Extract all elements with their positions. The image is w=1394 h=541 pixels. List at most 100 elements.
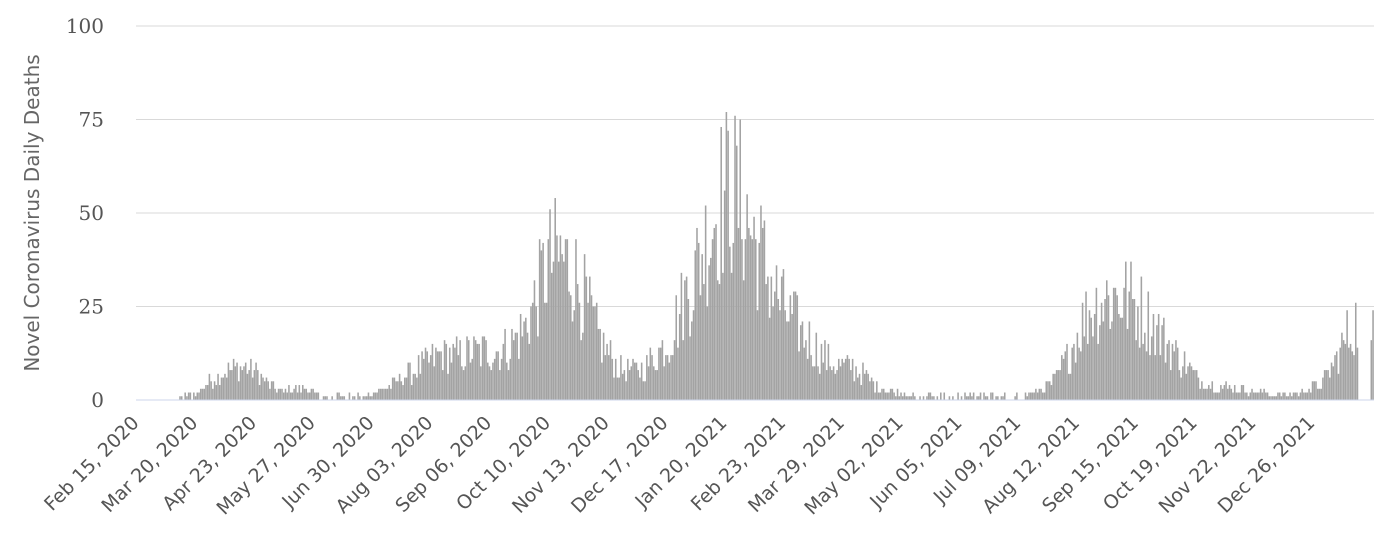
- bar: [412, 373, 415, 400]
- bar: [1254, 392, 1257, 400]
- bar: [260, 373, 263, 400]
- bar: [895, 396, 897, 400]
- bar: [753, 216, 755, 400]
- bar: [793, 291, 795, 400]
- bar: [1168, 340, 1170, 400]
- bar: [789, 295, 792, 400]
- bar: [853, 381, 856, 400]
- bar: [711, 239, 714, 400]
- bar: [877, 392, 880, 400]
- bar: [1346, 310, 1348, 400]
- bar: [241, 370, 244, 400]
- bar: [865, 370, 868, 400]
- bar: [609, 340, 612, 400]
- bar: [1221, 388, 1224, 400]
- bar: [640, 362, 643, 400]
- bar: [1042, 392, 1044, 400]
- bar: [820, 343, 823, 400]
- bar: [500, 358, 503, 400]
- bar: [336, 392, 339, 400]
- bar: [710, 257, 712, 400]
- bar: [874, 392, 876, 400]
- bar: [882, 388, 885, 400]
- bar: [1187, 366, 1189, 400]
- bar: [583, 254, 586, 400]
- bar: [1038, 388, 1041, 400]
- bar: [407, 362, 410, 400]
- bar: [1190, 366, 1193, 400]
- bar: [1256, 392, 1258, 400]
- bar: [863, 373, 866, 400]
- bar: [632, 358, 634, 400]
- bar: [850, 370, 852, 400]
- bar: [633, 362, 636, 400]
- bar: [227, 362, 230, 400]
- bar: [1223, 385, 1226, 400]
- bar: [469, 362, 472, 400]
- bar: [684, 280, 686, 400]
- bar: [250, 358, 252, 400]
- bar: [253, 370, 256, 400]
- bar: [668, 362, 671, 400]
- bar: [447, 373, 449, 400]
- bar: [661, 340, 664, 400]
- bar: [429, 355, 432, 400]
- bar: [867, 373, 869, 400]
- bar: [540, 250, 543, 400]
- bar: [1054, 373, 1056, 400]
- bar: [971, 396, 973, 400]
- bar: [1166, 343, 1169, 400]
- bar: [718, 284, 721, 400]
- bar: [1325, 370, 1328, 400]
- bar: [1062, 358, 1065, 400]
- bar: [1201, 381, 1203, 400]
- bar: [576, 284, 579, 400]
- bar: [685, 276, 688, 400]
- bar: [1251, 388, 1253, 400]
- bar: [1287, 396, 1290, 400]
- bar: [699, 295, 702, 400]
- bar: [1061, 355, 1063, 400]
- bar: [485, 340, 487, 400]
- bar: [658, 347, 660, 400]
- bar: [272, 381, 275, 400]
- bar: [905, 396, 907, 400]
- bar: [1157, 313, 1160, 400]
- y-tick-label: 0: [91, 388, 104, 412]
- bar: [825, 370, 828, 400]
- bar: [571, 321, 574, 400]
- bar: [1192, 370, 1195, 400]
- bar: [440, 351, 442, 400]
- bar: [1036, 392, 1039, 400]
- bars: [179, 112, 1374, 401]
- bar: [1102, 321, 1105, 400]
- bar: [1064, 351, 1067, 400]
- bar: [300, 392, 302, 400]
- bar: [493, 358, 496, 400]
- bar: [210, 381, 212, 400]
- bar: [445, 343, 448, 400]
- bar: [263, 381, 266, 400]
- bar: [756, 310, 759, 400]
- bar: [1188, 362, 1191, 400]
- bar: [1297, 396, 1300, 400]
- bar: [199, 388, 202, 400]
- bar: [506, 362, 508, 400]
- bar: [514, 332, 517, 400]
- bar: [730, 272, 733, 400]
- bar: [1140, 276, 1143, 400]
- bar: [758, 242, 761, 400]
- bar: [1258, 392, 1260, 400]
- bar: [262, 377, 264, 400]
- bar: [279, 388, 282, 400]
- bar: [1078, 347, 1080, 400]
- bar: [1356, 347, 1359, 400]
- bar: [706, 306, 709, 400]
- bar: [410, 385, 413, 400]
- bar: [511, 328, 513, 400]
- bar: [282, 392, 285, 400]
- bar: [222, 377, 225, 400]
- bar: [889, 388, 892, 400]
- bar: [569, 295, 572, 400]
